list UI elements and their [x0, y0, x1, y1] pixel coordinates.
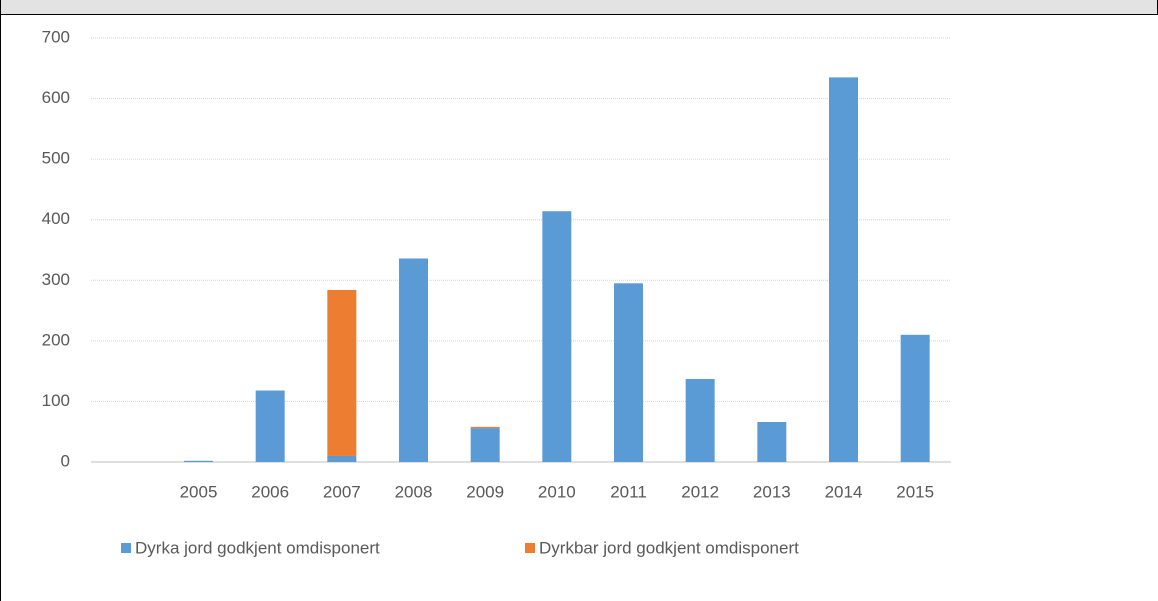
y-tick-label: 500 — [42, 149, 70, 168]
y-tick-label: 0 — [61, 451, 70, 470]
x-tick-label: 2011 — [610, 482, 647, 501]
bar — [829, 77, 858, 462]
x-tick-label: 2007 — [323, 482, 361, 501]
legend-label: Dyrkbar jord godkjent omdisponert — [539, 538, 799, 557]
bar — [614, 283, 643, 462]
x-tick-label: 2009 — [466, 482, 504, 501]
y-tick-label: 400 — [42, 209, 70, 228]
y-tick-label: 600 — [42, 88, 70, 107]
x-tick-label: 2013 — [753, 482, 791, 501]
y-tick-label: 200 — [42, 330, 70, 349]
x-tick-label: 2012 — [681, 482, 719, 501]
bar — [399, 258, 428, 462]
y-tick-label: 100 — [42, 391, 70, 410]
bar — [255, 390, 285, 462]
bar — [470, 428, 500, 462]
y-tick-label: 700 — [42, 27, 70, 46]
x-tick-label: 2014 — [825, 482, 863, 501]
bar — [470, 426, 500, 429]
x-tick-label: 2005 — [180, 482, 218, 501]
bar — [900, 334, 930, 462]
legend-swatch — [121, 543, 131, 553]
bar — [685, 379, 715, 462]
x-tick-label: 2006 — [251, 482, 289, 501]
legend-label: Dyrka jord godkjent omdisponert — [135, 538, 380, 557]
bar — [327, 455, 357, 462]
bar — [757, 422, 787, 462]
x-tick-label: 2015 — [896, 482, 934, 501]
x-tick-label: 2008 — [395, 482, 433, 501]
x-tick-label: 2010 — [538, 482, 576, 501]
bar — [327, 289, 357, 456]
y-tick-label: 300 — [42, 270, 70, 289]
border — [0, 0, 1, 601]
bar — [542, 211, 572, 462]
bar — [184, 460, 213, 462]
legend-swatch — [525, 543, 535, 553]
